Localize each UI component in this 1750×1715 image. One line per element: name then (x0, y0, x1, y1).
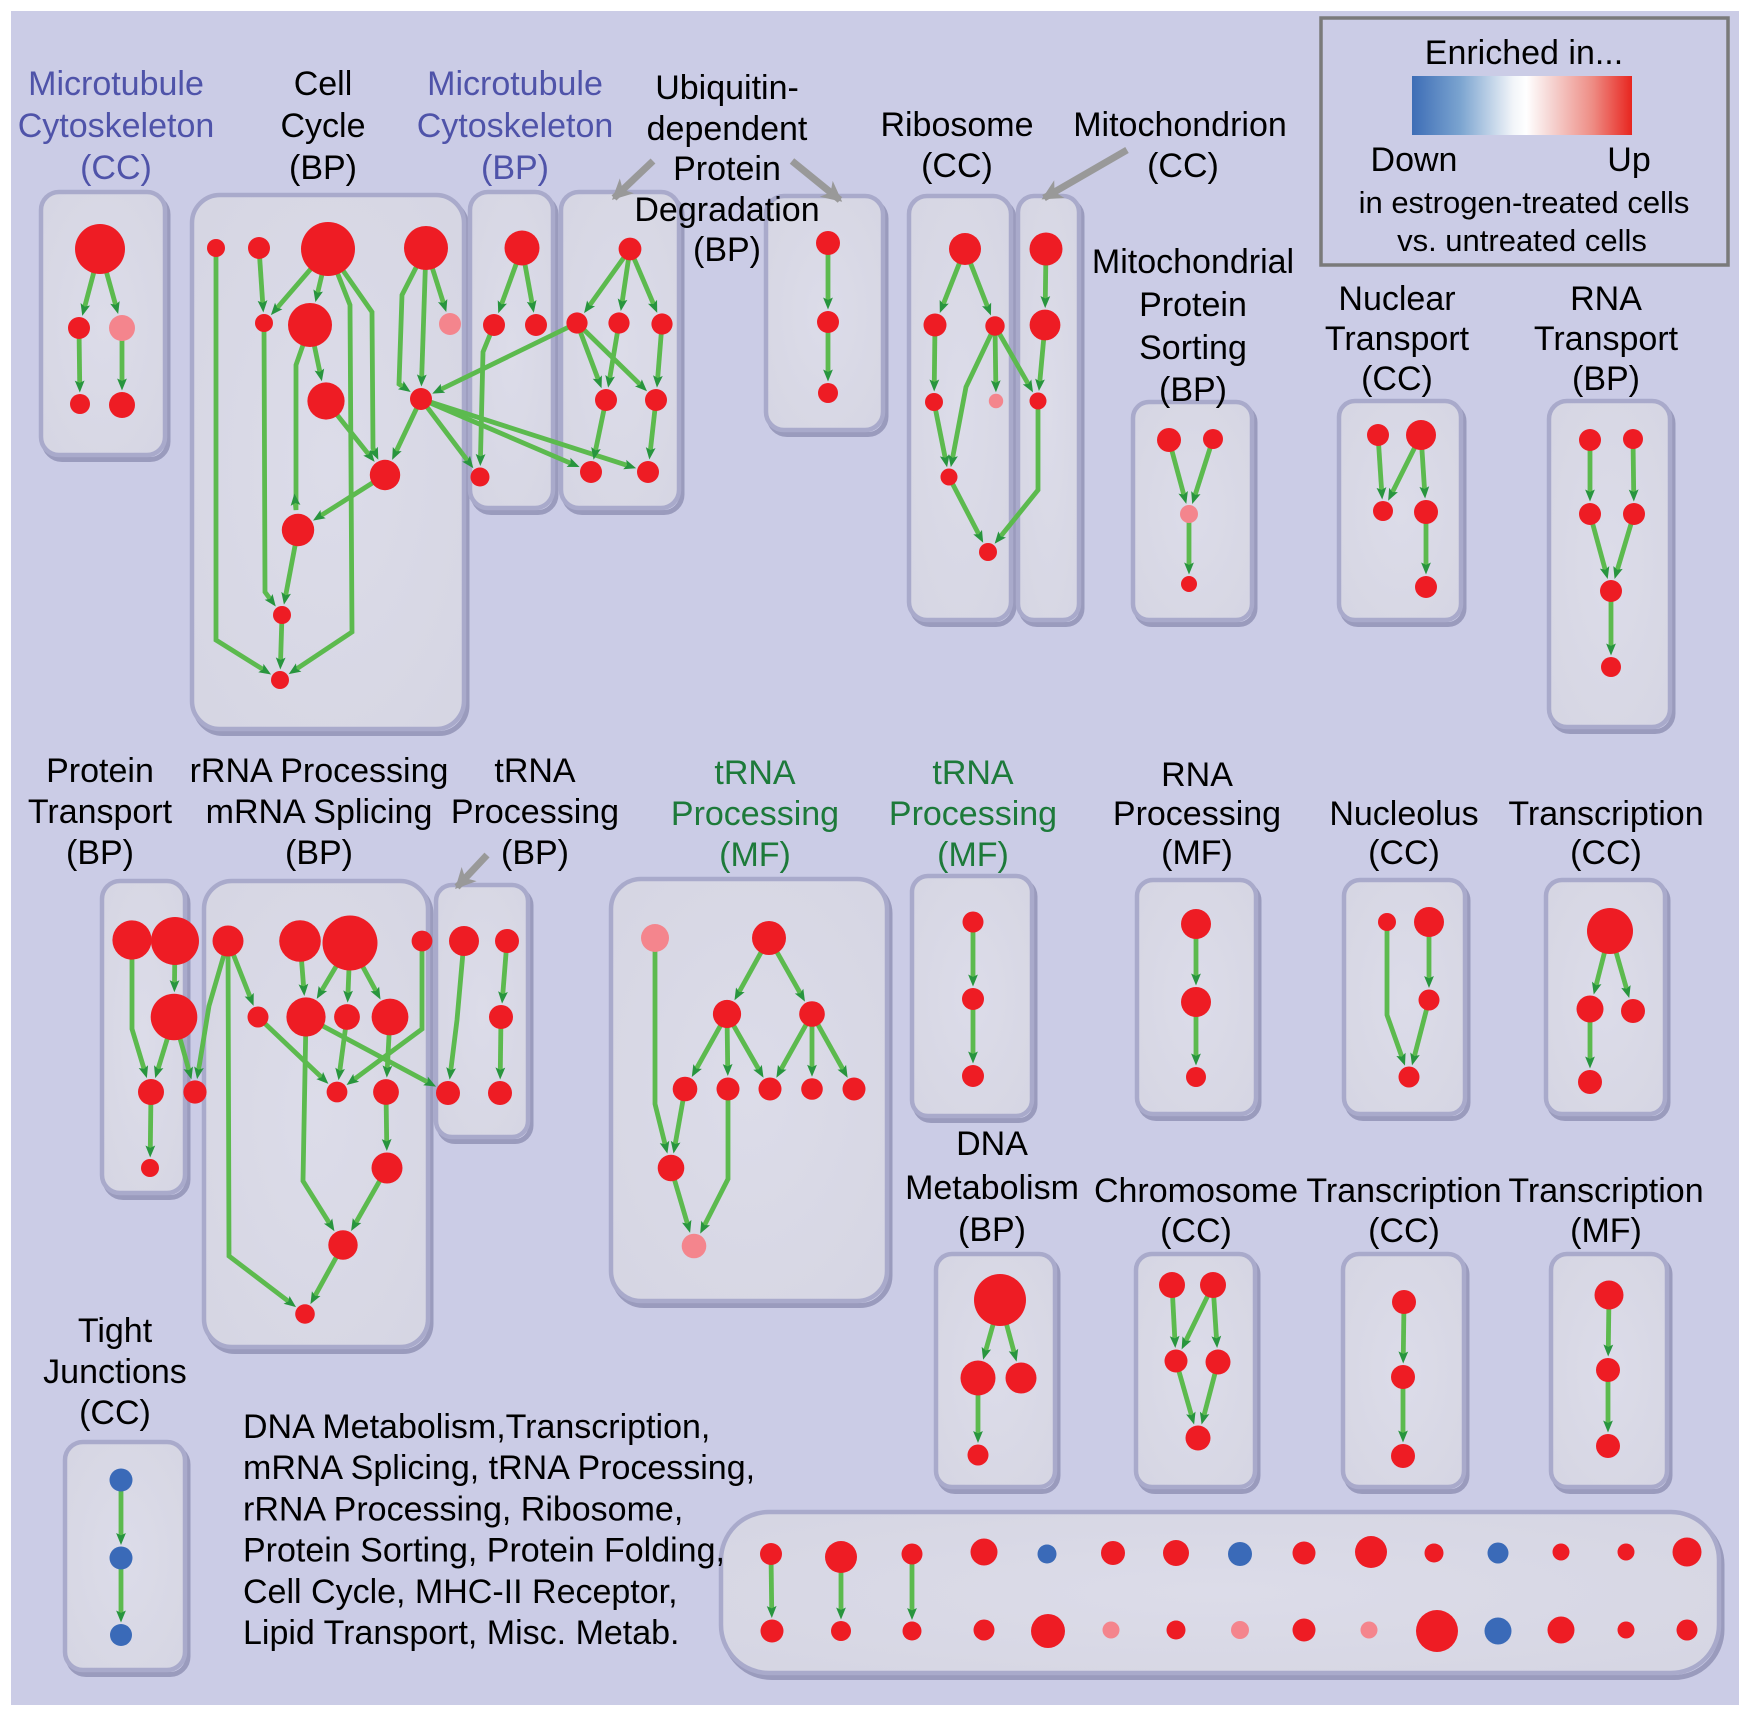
svg-text:Transport: Transport (28, 793, 173, 831)
svg-text:tRNA: tRNA (494, 752, 576, 790)
svg-text:mRNA Splicing: mRNA Splicing (206, 793, 433, 831)
svg-text:Protein Sorting, Protein Foldi: Protein Sorting, Protein Folding, (243, 1532, 725, 1570)
svg-text:Cytoskeleton: Cytoskeleton (18, 107, 215, 145)
svg-text:Cell Cycle, MHC-II Receptor,: Cell Cycle, MHC-II Receptor, (243, 1573, 678, 1611)
svg-text:(BP): (BP) (1159, 371, 1227, 409)
svg-text:Nuclear: Nuclear (1338, 280, 1455, 318)
svg-text:(BP): (BP) (958, 1211, 1026, 1249)
svg-text:(CC): (CC) (1570, 834, 1642, 872)
svg-text:Cycle: Cycle (280, 107, 365, 145)
svg-text:(BP): (BP) (285, 834, 353, 872)
svg-text:Transcription: Transcription (1508, 1172, 1703, 1210)
svg-text:DNA Metabolism,Transcription,: DNA Metabolism,Transcription, (243, 1408, 710, 1446)
svg-text:(MF): (MF) (1570, 1212, 1642, 1250)
svg-text:RNA: RNA (1161, 756, 1233, 794)
svg-text:(BP): (BP) (481, 149, 549, 187)
svg-text:Up: Up (1607, 141, 1650, 179)
svg-text:Junctions: Junctions (43, 1353, 187, 1391)
svg-text:(MF): (MF) (1161, 834, 1233, 872)
svg-text:Processing: Processing (671, 795, 839, 833)
svg-text:(BP): (BP) (501, 834, 569, 872)
svg-text:Microtubule: Microtubule (28, 65, 204, 103)
svg-text:(CC): (CC) (921, 147, 993, 185)
svg-text:Protein: Protein (46, 752, 154, 790)
svg-text:Cytoskeleton: Cytoskeleton (417, 107, 614, 145)
svg-text:Ribosome: Ribosome (880, 106, 1033, 144)
svg-text:Down: Down (1371, 141, 1458, 179)
svg-text:(MF): (MF) (937, 836, 1009, 874)
svg-text:Protein: Protein (1139, 286, 1247, 324)
svg-text:(CC): (CC) (1368, 834, 1440, 872)
svg-text:mRNA Splicing, tRNA Processing: mRNA Splicing, tRNA Processing, (243, 1449, 755, 1487)
svg-text:Nucleolus: Nucleolus (1329, 795, 1478, 833)
svg-text:rRNA Processing, Ribosome,: rRNA Processing, Ribosome, (243, 1490, 683, 1528)
svg-text:rRNA Processing: rRNA Processing (190, 752, 449, 790)
svg-text:Protein: Protein (673, 150, 781, 188)
svg-text:Degradation: Degradation (634, 191, 819, 229)
svg-text:Mitochondrion: Mitochondrion (1073, 106, 1287, 144)
svg-text:Cell: Cell (294, 65, 353, 103)
svg-text:Ubiquitin-: Ubiquitin- (655, 69, 799, 107)
svg-text:(MF): (MF) (719, 836, 791, 874)
svg-text:tRNA: tRNA (714, 754, 796, 792)
svg-text:Transcription: Transcription (1508, 795, 1703, 833)
svg-text:(CC): (CC) (1147, 147, 1219, 185)
svg-text:Tight: Tight (78, 1312, 153, 1350)
svg-text:Transport: Transport (1534, 320, 1679, 358)
svg-text:(BP): (BP) (693, 231, 761, 269)
svg-text:(CC): (CC) (1160, 1212, 1232, 1250)
svg-text:(CC): (CC) (80, 149, 152, 187)
svg-text:Chromosome: Chromosome (1094, 1172, 1298, 1210)
svg-text:RNA: RNA (1570, 280, 1642, 318)
svg-text:(BP): (BP) (66, 834, 134, 872)
svg-text:Microtubule: Microtubule (427, 65, 603, 103)
svg-text:Enriched in...: Enriched in... (1425, 34, 1623, 72)
svg-text:(CC): (CC) (79, 1394, 151, 1432)
svg-text:Processing: Processing (1113, 795, 1281, 833)
svg-text:Lipid Transport, Misc. Metab.: Lipid Transport, Misc. Metab. (243, 1614, 680, 1652)
svg-text:dependent: dependent (647, 110, 808, 148)
svg-text:Processing: Processing (451, 793, 619, 831)
svg-text:in estrogen-treated cells: in estrogen-treated cells (1359, 185, 1690, 220)
svg-text:Transcription: Transcription (1306, 1172, 1501, 1210)
svg-text:(BP): (BP) (289, 149, 357, 187)
svg-text:vs. untreated cells: vs. untreated cells (1397, 223, 1647, 258)
svg-text:Sorting: Sorting (1139, 329, 1247, 367)
svg-text:tRNA: tRNA (932, 754, 1014, 792)
svg-text:Processing: Processing (889, 795, 1057, 833)
svg-text:Transport: Transport (1325, 320, 1470, 358)
svg-text:Metabolism: Metabolism (905, 1169, 1079, 1207)
svg-text:(CC): (CC) (1368, 1212, 1440, 1250)
svg-text:Mitochondrial: Mitochondrial (1092, 243, 1294, 281)
svg-text:(BP): (BP) (1572, 360, 1640, 398)
svg-text:(CC): (CC) (1361, 360, 1433, 398)
svg-text:DNA: DNA (956, 1125, 1028, 1163)
